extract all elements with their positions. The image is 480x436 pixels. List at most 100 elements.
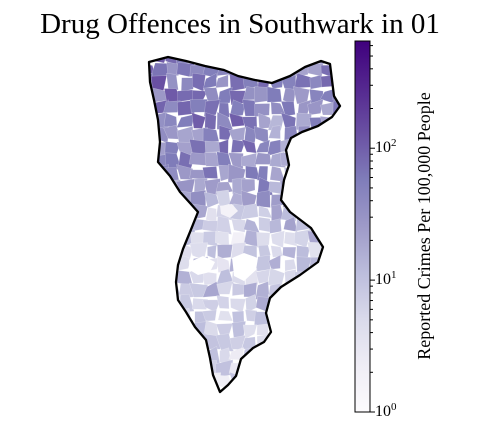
ward-area [216, 280, 234, 295]
ward-area [305, 281, 324, 301]
ward-area [254, 60, 271, 79]
ward-area [307, 371, 325, 392]
ward-area [332, 152, 340, 168]
ward-area [149, 231, 154, 249]
ward-area [149, 374, 154, 391]
ward-area [268, 125, 281, 140]
ward-area [307, 189, 322, 209]
ward-area [307, 168, 324, 182]
ward-area [204, 57, 217, 66]
ward-area [204, 112, 217, 131]
ward-area [319, 137, 339, 158]
ward-area [334, 321, 340, 339]
unreported-area-east [232, 253, 258, 281]
ward-area [153, 321, 168, 336]
ward-area [267, 267, 285, 286]
ward-area [202, 281, 221, 298]
ward-area [242, 324, 258, 340]
ward-area [308, 347, 322, 365]
ward-area [150, 206, 170, 222]
ward-area [294, 72, 312, 89]
ward-area [306, 310, 323, 322]
ward-area [216, 57, 233, 67]
ward-area [164, 360, 180, 378]
ward-area [334, 372, 340, 390]
ward-area [254, 347, 272, 363]
ward-area [293, 176, 312, 196]
ward-area [293, 57, 310, 63]
ward-area [153, 285, 169, 300]
ward-area [322, 268, 334, 285]
ward-area [149, 112, 153, 131]
ward-area [254, 103, 270, 117]
unreported-area-west [188, 256, 215, 275]
ward-area [149, 176, 153, 193]
ward-area [166, 246, 178, 259]
ward-area [332, 138, 340, 156]
colorbar-tick-label: 100 [375, 401, 397, 421]
ward-area [165, 347, 182, 362]
ward-area [334, 267, 340, 287]
ward-area [203, 99, 221, 117]
ward-area [150, 348, 168, 364]
ward-area [295, 152, 313, 168]
ward-area [332, 259, 340, 273]
ward-area [269, 60, 281, 79]
ward-area [149, 321, 153, 339]
colorbar-tick-label: 102 [375, 137, 397, 157]
ward-area [215, 74, 229, 88]
ward-area [279, 57, 296, 65]
ward-area [228, 126, 246, 141]
ward-area [189, 347, 207, 364]
ward-area [230, 298, 246, 313]
ward-area [229, 99, 246, 118]
ward-area [202, 388, 219, 392]
ward-area [152, 220, 170, 234]
ward-area [202, 309, 217, 322]
ward-area [149, 284, 155, 296]
ward-area [256, 165, 269, 182]
ward-area [282, 246, 297, 259]
ward-area [242, 360, 260, 378]
ward-area [282, 347, 297, 364]
ward-area [309, 88, 324, 104]
ward-area [333, 296, 340, 311]
ward-area [149, 364, 152, 376]
ward-area [281, 333, 295, 350]
ward-area [188, 282, 209, 298]
ward-area [335, 358, 340, 376]
ward-area [202, 166, 218, 179]
unreported-area-north [220, 204, 238, 218]
ward-area [321, 283, 338, 297]
ward-area [164, 310, 178, 325]
ward-area [149, 335, 154, 352]
ward-area [323, 295, 338, 313]
ward-area [318, 178, 337, 196]
ward-area [305, 321, 324, 336]
ward-area [293, 335, 312, 351]
ward-area [217, 244, 233, 259]
ward-area [282, 390, 299, 392]
ward-area [293, 307, 313, 322]
ward-area [318, 190, 337, 207]
ward-area [190, 362, 207, 378]
ward-area [149, 243, 156, 260]
ward-area [241, 178, 256, 194]
ward-area [281, 61, 297, 78]
ward-area [332, 128, 340, 142]
ward-area [151, 387, 168, 392]
ward-area [188, 152, 208, 166]
ward-area [163, 320, 181, 337]
ward-area [306, 137, 324, 157]
ward-area [149, 191, 156, 209]
ward-area [322, 308, 333, 327]
ward-area [217, 86, 233, 104]
ward-area [318, 337, 338, 350]
ward-area [216, 215, 232, 235]
ward-areas [149, 57, 340, 392]
ward-area [149, 346, 157, 364]
ward-area [217, 310, 234, 322]
ward-area [255, 190, 271, 208]
ward-area [229, 384, 245, 392]
